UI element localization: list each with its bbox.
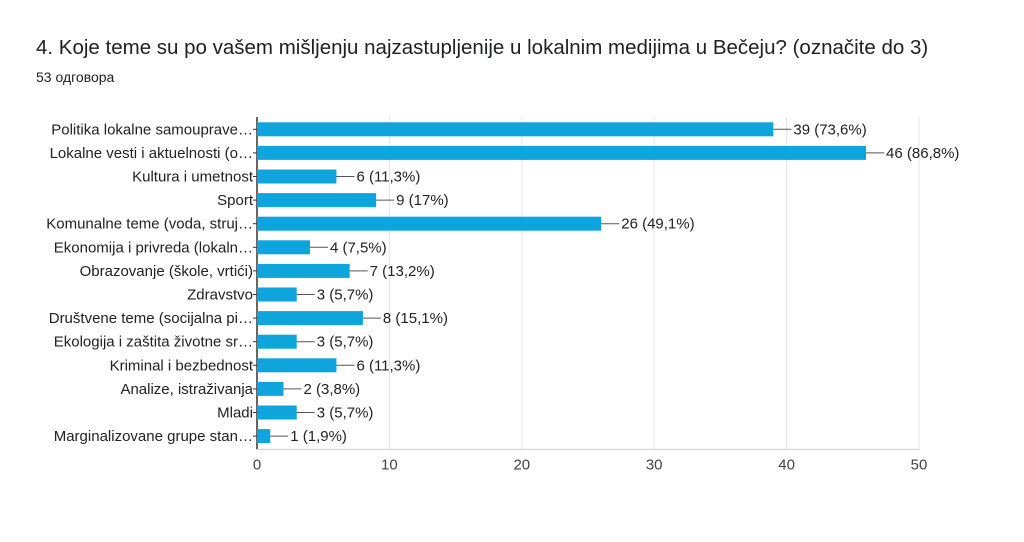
- data-label: 8 (15,1%): [383, 310, 448, 327]
- category-label: Mladi: [217, 405, 253, 422]
- data-label: 7 (13,2%): [370, 263, 435, 280]
- bar: [257, 334, 297, 349]
- bar: [257, 193, 377, 208]
- data-label: 46 (86,8%): [886, 145, 959, 162]
- bar: [257, 216, 602, 231]
- x-tick-label: 30: [646, 456, 663, 473]
- category-label: Obrazovanje (škole, vrtići): [80, 263, 253, 280]
- category-label: Ekologija i zaštita životne sr…: [54, 334, 253, 351]
- data-label: 6 (11,3%): [356, 357, 420, 374]
- data-label: 3 (5,7%): [317, 287, 374, 304]
- x-tick-label: 0: [253, 456, 261, 473]
- data-label: 9 (17%): [396, 192, 449, 209]
- bar: [257, 405, 297, 420]
- data-label: 1 (1,9%): [290, 428, 347, 445]
- data-label: 6 (11,3%): [356, 169, 420, 186]
- category-label: Politika lokalne samouprave…: [51, 121, 253, 138]
- bar: [257, 122, 774, 137]
- page-title: 4. Koje teme su po vašem mišljenju najza…: [36, 36, 929, 59]
- data-label: 26 (49,1%): [621, 216, 694, 233]
- bar: [257, 240, 310, 255]
- data-label: 3 (5,7%): [317, 334, 374, 351]
- data-label: 2 (3,8%): [303, 381, 360, 398]
- category-label: Analize, istraživanja: [120, 381, 253, 398]
- bar: [257, 358, 337, 373]
- category-label: Kultura i umetnost: [132, 169, 254, 186]
- data-label: 3 (5,7%): [317, 405, 374, 422]
- bar: [257, 145, 867, 160]
- bar: [257, 287, 297, 302]
- category-label: Komunalne teme (voda, struj…: [46, 216, 253, 233]
- category-label: Zdravstvo: [187, 287, 253, 304]
- bar: [257, 429, 271, 444]
- bar: [257, 381, 284, 396]
- category-label: Društvene teme (socijalna pi…: [49, 310, 253, 327]
- category-label: Sport: [217, 192, 254, 209]
- x-tick-label: 20: [513, 456, 530, 473]
- category-label: Marginalizovane grupe stan…: [54, 428, 253, 445]
- response-count: 53 одговора: [36, 69, 115, 85]
- bar: [257, 311, 363, 326]
- data-label: 4 (7,5%): [330, 239, 387, 256]
- category-label: Lokalne vesti i aktuelnosti (o…: [50, 145, 253, 162]
- data-label: 39 (73,6%): [793, 121, 866, 138]
- bar: [257, 169, 337, 184]
- bar: [257, 263, 350, 278]
- x-tick-label: 10: [381, 456, 398, 473]
- category-label: Kriminal i bezbednost: [110, 357, 254, 374]
- category-label: Ekonomija i privreda (lokaln…: [54, 239, 253, 256]
- x-tick-label: 50: [911, 456, 928, 473]
- x-tick-label: 40: [778, 456, 795, 473]
